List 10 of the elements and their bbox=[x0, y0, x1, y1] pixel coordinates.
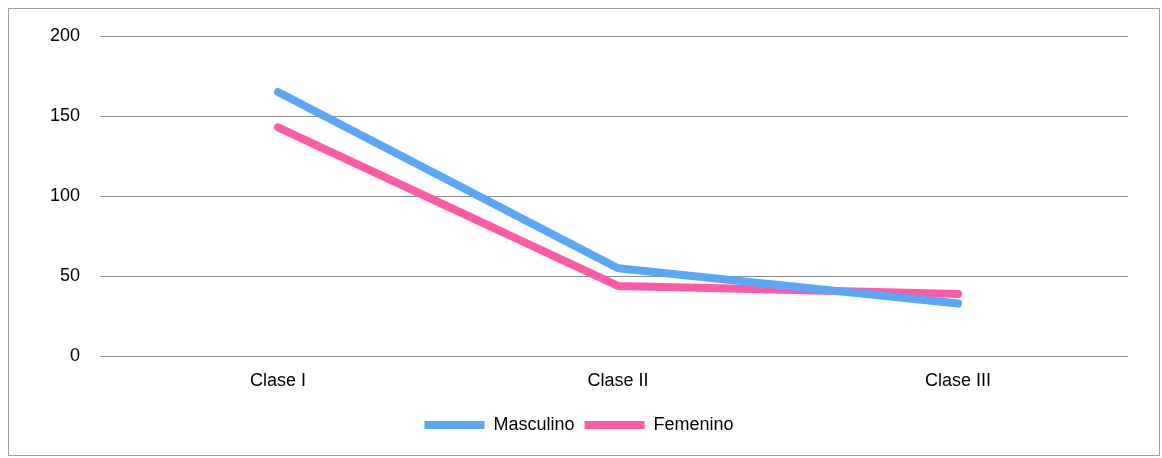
x-tick-label: Clase II bbox=[587, 370, 649, 391]
x-tick-label: Clase III bbox=[924, 370, 992, 391]
y-tick-label: 100 bbox=[49, 185, 81, 206]
legend-label: Femenino bbox=[653, 413, 734, 434]
y-tick-label: 150 bbox=[49, 105, 81, 126]
y-tick-label: 200 bbox=[49, 24, 81, 45]
y-tick-label: 50 bbox=[60, 265, 81, 286]
legend-label: Masculino bbox=[493, 413, 575, 434]
x-tick-label: Clase I bbox=[250, 370, 307, 391]
y-tick-label: 0 bbox=[70, 345, 81, 366]
